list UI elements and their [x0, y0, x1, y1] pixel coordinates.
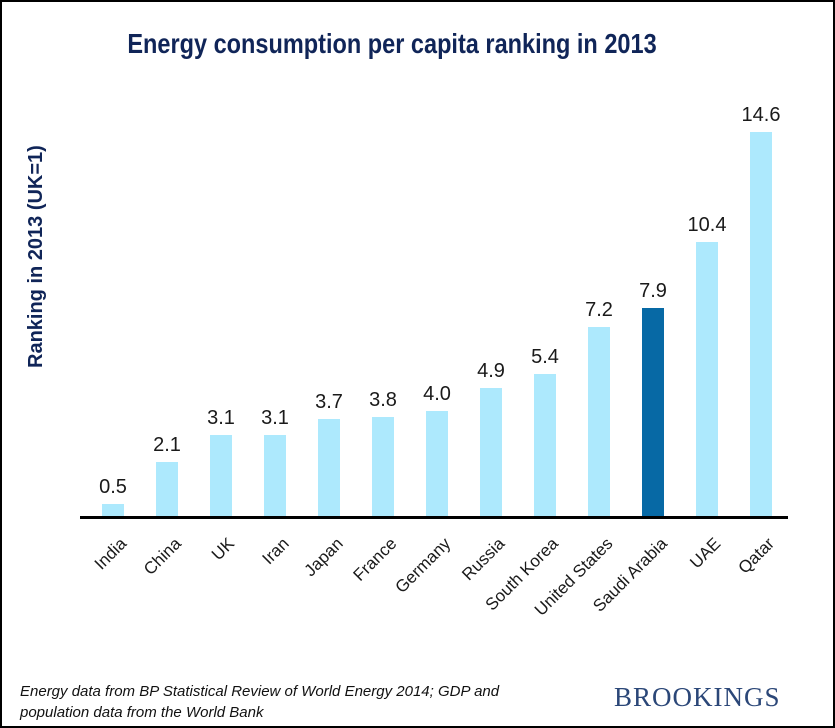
bar-value-label-south-korea: 5.4 — [531, 346, 559, 368]
bar-value-label-uk: 3.1 — [207, 407, 235, 429]
x-tick-label-russia: Russia — [458, 534, 509, 585]
bar-value-label-russia: 4.9 — [477, 360, 505, 382]
x-axis-line — [80, 516, 788, 519]
source-note-line2: population data from the World Bank — [20, 704, 264, 721]
bar-uae — [696, 242, 718, 517]
brookings-logo: BROOKINGS — [614, 682, 781, 712]
x-tick-label-uae: UAE — [686, 534, 725, 573]
x-tick-label-uk: UK — [208, 534, 239, 565]
bar-south-korea — [534, 374, 556, 517]
bar-value-label-saudi-arabia: 7.9 — [639, 280, 667, 302]
bar-value-label-germany: 4.0 — [423, 383, 451, 405]
bar-india — [102, 504, 124, 517]
bar-value-label-qatar: 14.6 — [741, 104, 781, 126]
x-tick-label-india: India — [90, 534, 131, 574]
bar-france — [372, 417, 394, 517]
chart-title: Energy consumption per capita ranking in… — [127, 28, 657, 59]
bar-germany — [426, 411, 448, 517]
x-tick-label-france: France — [349, 534, 401, 585]
source-note-line1: Energy data from BP Statistical Review o… — [20, 683, 500, 700]
bar-russia — [480, 388, 502, 517]
x-tick-label-qatar: Qatar — [734, 534, 779, 578]
x-tick-label-germany: Germany — [391, 534, 455, 597]
bar-value-label-united-states: 7.2 — [585, 299, 613, 321]
bar-value-label-china: 2.1 — [153, 434, 181, 456]
bar-value-label-japan: 3.7 — [315, 391, 343, 413]
x-tick-label-iran: Iran — [258, 534, 293, 569]
bar-qatar — [750, 132, 772, 517]
bar-value-label-france: 3.8 — [369, 389, 397, 411]
bar-value-label-india: 0.5 — [99, 476, 127, 498]
bar-united-states — [588, 327, 610, 517]
bar-uk — [210, 435, 232, 517]
bar-iran — [264, 435, 286, 517]
x-tick-label-japan: Japan — [300, 534, 347, 581]
bar-china — [156, 462, 178, 517]
bar-japan — [318, 419, 340, 517]
bar-saudi-arabia — [642, 308, 664, 517]
bar-value-label-uae: 10.4 — [687, 214, 727, 236]
source-note: Energy data from BP Statistical Review o… — [20, 681, 499, 723]
bar-value-label-iran: 3.1 — [261, 407, 289, 429]
x-tick-label-china: China — [139, 534, 185, 579]
